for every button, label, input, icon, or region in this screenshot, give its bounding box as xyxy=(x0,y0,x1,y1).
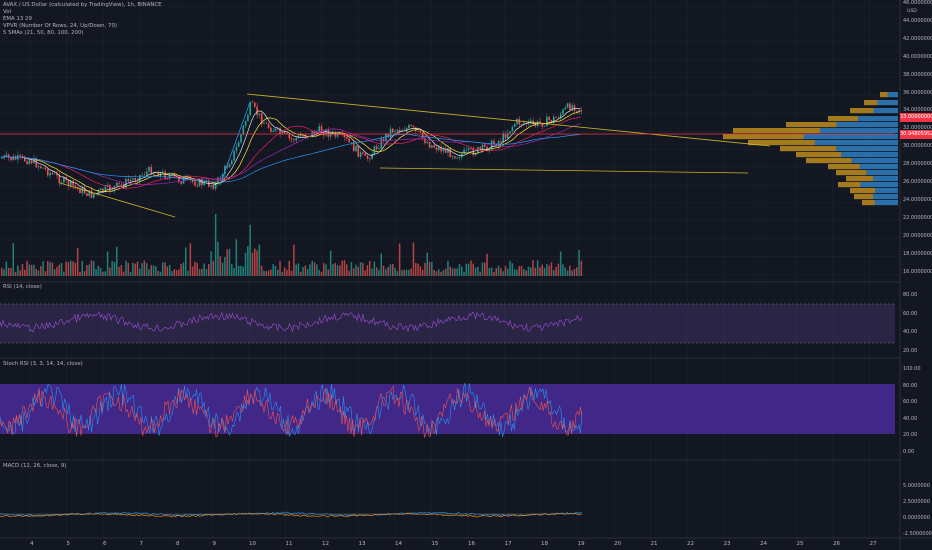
macd-label[interactable]: MACD (12, 26, close, 9) xyxy=(3,463,67,469)
price-axis-label: 24.00000000 xyxy=(903,196,932,203)
time-axis-label: 17 xyxy=(504,541,512,547)
indicator-smas-label[interactable]: 5 SMAs (21, 50, 80, 100, 200) xyxy=(3,30,84,36)
currency-label: USD xyxy=(907,9,917,14)
volume-bars xyxy=(1,214,583,276)
macd-axis-label: -2.5000000 xyxy=(903,531,932,537)
macd-axis-label: 5.0000000 xyxy=(903,483,931,489)
time-axis-label: 19 xyxy=(577,541,585,547)
stoch-axis-label: 60.00 xyxy=(903,399,918,405)
price-axis-label: 30.00000000 xyxy=(903,143,932,150)
stoch-axis-label: 40.00 xyxy=(903,415,918,422)
time-axis-label: 27 xyxy=(869,541,877,547)
time-axis-label: 9 xyxy=(212,541,217,547)
rsi-axis-label: 40.00 xyxy=(903,329,918,335)
time-axis-label: 15 xyxy=(431,541,439,547)
stoch-axis-label: 100.00 xyxy=(903,366,921,372)
time-axis-label: 23 xyxy=(723,541,731,547)
price-axis-label: 22.00000000 xyxy=(903,214,932,221)
time-axis-label: 20 xyxy=(614,541,622,547)
rsi-pane xyxy=(0,281,900,344)
stoch-axis-label: 80.00 xyxy=(903,382,918,389)
time-axis-label: 21 xyxy=(650,541,658,547)
price-tag-current: 33.00000000 xyxy=(900,113,932,122)
time-axis-label: 11 xyxy=(285,541,293,547)
price-axis-label: 32.00000000 xyxy=(903,125,932,132)
time-axis-label: 25 xyxy=(796,541,804,547)
trendlines[interactable] xyxy=(0,93,895,218)
time-axis-label: 4 xyxy=(30,541,34,547)
price-axis-label: 20.00000000 xyxy=(903,232,932,239)
stoch-axis-label: 20.00 xyxy=(903,432,918,438)
price-axis-label: 38.00000000 xyxy=(903,71,932,78)
price-axis-label: 36.00000000 xyxy=(903,89,932,96)
rsi-axis-label: 80.00 xyxy=(903,292,918,298)
indicator-vpvr-label[interactable]: VPVR (Number Of Rows, 24, Up/Down, 70) xyxy=(3,23,117,29)
oscillator-lines xyxy=(0,311,583,518)
time-axis-label: 10 xyxy=(249,541,257,547)
stoch-axis-label: 0.00 xyxy=(903,448,915,455)
time-axis-label: 6 xyxy=(103,541,107,547)
price-axis-label: 40.00000000 xyxy=(903,53,932,60)
time-axis-label: 14 xyxy=(395,541,403,547)
price-axis-label: 44.00000000 xyxy=(903,17,932,24)
time-axis-label: 7 xyxy=(139,541,144,547)
time-axis-label: 22 xyxy=(687,541,695,547)
indicator-vol-label[interactable]: Vol xyxy=(3,9,12,15)
symbol-title: AVAX / US Dollar (calculated by TradingV… xyxy=(3,2,162,8)
time-axis-label: 13 xyxy=(358,541,366,547)
price-axis-label: 26.00000000 xyxy=(903,179,932,185)
rsi-label[interactable]: RSI (14, close) xyxy=(3,284,42,290)
time-axis-label: 18 xyxy=(541,541,549,547)
stoch-rsi-label[interactable]: Stoch RSI (3, 3, 14, 14, close) xyxy=(3,361,83,367)
time-axis-label: 8 xyxy=(176,541,180,547)
stoch-rsi-pane xyxy=(0,357,900,434)
indicator-ema-label[interactable]: EMA 13 29 xyxy=(3,16,32,22)
time-axis-label: 12 xyxy=(322,541,330,547)
price-tag-hline: 30.94805952 xyxy=(900,130,932,139)
volume-profile xyxy=(723,92,898,206)
time-axis-label: 26 xyxy=(833,541,841,547)
macd-axis-label: 2.5000000 xyxy=(903,499,931,505)
time-axis-label: 16 xyxy=(468,541,476,547)
rsi-axis-label: 60.00 xyxy=(903,310,918,317)
rsi-axis-label: 20.00 xyxy=(903,347,918,354)
price-axis-label: 18.00000000 xyxy=(903,250,932,257)
price-axis-label: 42.00000000 xyxy=(903,35,932,42)
time-axis-label: 24 xyxy=(760,541,768,547)
moving-averages xyxy=(0,107,581,194)
price-axis-label: 16.00000000 xyxy=(903,268,932,275)
price-axis-label: 34.00000000 xyxy=(903,107,932,114)
price-axis-label: 28.00000000 xyxy=(903,161,932,168)
price-axis-label: 46.00000000 xyxy=(903,0,932,6)
macd-axis-label: 0.0000000 xyxy=(903,515,931,521)
time-axis-label: 5 xyxy=(66,541,71,547)
